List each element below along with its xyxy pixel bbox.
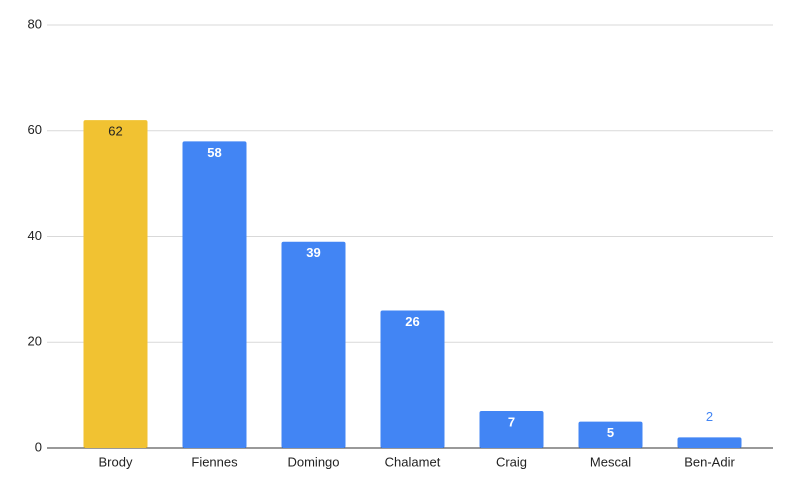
bar [677,437,742,448]
data-label: 62 [108,124,122,139]
bar [281,241,346,448]
x-tick-label: Brody [99,454,133,469]
y-tick-label: 40 [28,228,42,243]
data-label: 58 [207,145,221,160]
bar [182,141,247,448]
bar [380,310,445,448]
x-tick-label: Craig [496,454,527,469]
x-tick-label: Domingo [287,454,339,469]
data-label: 5 [607,425,614,440]
x-tick-label: Mescal [590,454,631,469]
y-tick-label: 60 [28,122,42,137]
x-tick-label: Fiennes [191,454,238,469]
bar [83,120,148,449]
data-label: 7 [508,414,515,429]
x-tick-label: Chalamet [385,454,441,469]
bar [578,421,643,448]
data-label: 2 [706,409,713,424]
x-tick-label: Ben-Adir [684,454,735,469]
data-label: 26 [405,314,419,329]
y-tick-label: 20 [28,334,42,349]
data-label: 39 [306,245,320,260]
y-tick-label: 0 [35,439,42,454]
y-tick-label: 80 [28,16,42,31]
bar [479,410,544,448]
